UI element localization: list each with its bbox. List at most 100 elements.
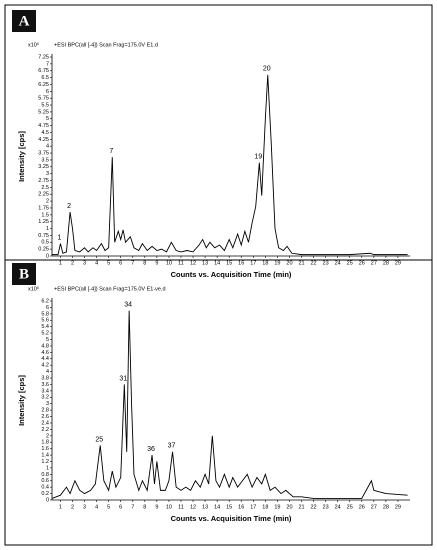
- y-tick-label: 0: [46, 253, 49, 259]
- y-tick-label: 6.25: [38, 82, 49, 88]
- y-tick-label: 4.8: [41, 343, 49, 349]
- y-tick-label: 6.5: [41, 75, 49, 81]
- y-tick-label: 4.2: [41, 363, 49, 369]
- x-tick-label: 21: [298, 260, 304, 266]
- y-tick-label: 6.75: [38, 68, 49, 74]
- peak-label: 37: [168, 443, 176, 450]
- y-tick-label: 6: [46, 305, 49, 311]
- x-tick-label: 8: [143, 260, 146, 266]
- y-tick-label: 4.4: [41, 356, 49, 362]
- y-tick-label: 1.75: [38, 205, 49, 211]
- y-tick-label: 1.2: [41, 459, 49, 465]
- y-tick-label: 1.6: [41, 446, 49, 452]
- y-tick-label: 6: [46, 89, 49, 95]
- frame: [4, 4, 433, 546]
- peak-label: 19: [254, 154, 262, 161]
- x-tick-label: 22: [311, 260, 317, 266]
- x-tick-label: 22: [311, 504, 317, 510]
- y-tick-label: 5.2: [41, 331, 49, 337]
- peak-label: 20: [263, 66, 271, 73]
- panel-label: A: [19, 13, 30, 29]
- x-tick-label: 29: [395, 504, 401, 510]
- y-multiplier: x10⁶: [28, 285, 39, 292]
- y-tick-label: 3.6: [41, 382, 49, 388]
- x-tick-label: 26: [359, 260, 365, 266]
- y-tick-label: 4.5: [41, 130, 49, 136]
- y-tick-label: 2.2: [41, 427, 49, 433]
- x-tick-label: 10: [166, 260, 172, 266]
- y-tick-label: 2.6: [41, 414, 49, 420]
- x-tick-label: 13: [202, 260, 208, 266]
- y-tick-label: 5: [46, 337, 49, 343]
- panel-label: B: [19, 266, 29, 282]
- y-tick-label: 4.6: [41, 350, 49, 356]
- y-tick-label: 1.8: [41, 440, 49, 446]
- x-tick-label: 24: [335, 504, 341, 510]
- x-tick-label: 5: [107, 504, 110, 510]
- x-tick-label: 25: [347, 260, 353, 266]
- x-tick-label: 14: [214, 260, 220, 266]
- y-tick-label: 1: [46, 226, 49, 232]
- x-tick-label: 3: [83, 504, 86, 510]
- y-tick-label: 0.25: [38, 247, 49, 253]
- y-tick-label: 2.25: [38, 192, 49, 198]
- y-tick-label: 2: [46, 433, 49, 439]
- peak-label: 31: [119, 375, 127, 382]
- y-tick-label: 0.4: [41, 485, 49, 491]
- panel-badge: [12, 263, 36, 285]
- x-axis-title: Counts vs. Acquisition Time (min): [171, 514, 292, 523]
- y-tick-label: 2: [46, 199, 49, 205]
- x-tick-label: 14: [214, 504, 220, 510]
- chromatogram-line: [52, 74, 408, 256]
- x-tick-label: 7: [131, 260, 134, 266]
- y-tick-label: 2.5: [41, 185, 49, 191]
- y-axis-title: Intensity [cps]: [17, 375, 26, 426]
- x-tick-label: 19: [274, 260, 280, 266]
- chart-header: +ESI BPC(all [-4]) Scan Frag=175.0V E1-v…: [54, 286, 166, 292]
- y-tick-label: 0: [46, 497, 49, 503]
- y-tick-label: 0.8: [41, 472, 49, 478]
- y-tick-label: 2.8: [41, 408, 49, 414]
- x-tick-label: 4: [95, 504, 98, 510]
- x-tick-label: 2: [71, 260, 74, 266]
- x-tick-label: 21: [298, 504, 304, 510]
- x-tick-label: 19: [274, 504, 280, 510]
- x-tick-label: 10: [166, 504, 172, 510]
- y-tick-label: 4.75: [38, 123, 49, 129]
- y-tick-label: 3: [46, 171, 49, 177]
- x-tick-label: 15: [226, 504, 232, 510]
- x-tick-label: 27: [371, 260, 377, 266]
- y-tick-label: 5: [46, 116, 49, 122]
- y-tick-label: 0.75: [38, 233, 49, 239]
- y-tick-label: 3.75: [38, 151, 49, 157]
- x-tick-label: 6: [119, 504, 122, 510]
- y-tick-label: 4.25: [38, 137, 49, 143]
- x-tick-label: 15: [226, 260, 232, 266]
- x-tick-label: 13: [202, 504, 208, 510]
- x-tick-label: 27: [371, 504, 377, 510]
- x-tick-label: 20: [286, 260, 292, 266]
- y-tick-label: 1.5: [41, 212, 49, 218]
- y-tick-label: 5.75: [38, 96, 49, 102]
- x-tick-label: 3: [83, 260, 86, 266]
- x-tick-label: 25: [347, 504, 353, 510]
- x-tick-label: 5: [107, 260, 110, 266]
- x-tick-label: 26: [359, 504, 365, 510]
- x-tick-label: 1: [59, 504, 62, 510]
- y-tick-label: 5.8: [41, 311, 49, 317]
- x-tick-label: 6: [119, 260, 122, 266]
- y-tick-label: 5.5: [41, 102, 49, 108]
- y-tick-label: 5.4: [41, 324, 49, 330]
- y-tick-label: 1: [46, 465, 49, 471]
- x-tick-label: 9: [155, 260, 158, 266]
- x-tick-label: 23: [323, 260, 329, 266]
- y-tick-label: 2.4: [41, 420, 49, 426]
- x-tick-label: 18: [262, 504, 268, 510]
- x-tick-label: 18: [262, 260, 268, 266]
- peak-label: 1: [57, 234, 61, 241]
- x-tick-label: 28: [383, 260, 389, 266]
- y-tick-label: 3: [46, 401, 49, 407]
- panel-badge: [12, 10, 36, 32]
- y-tick-label: 3.5: [41, 157, 49, 163]
